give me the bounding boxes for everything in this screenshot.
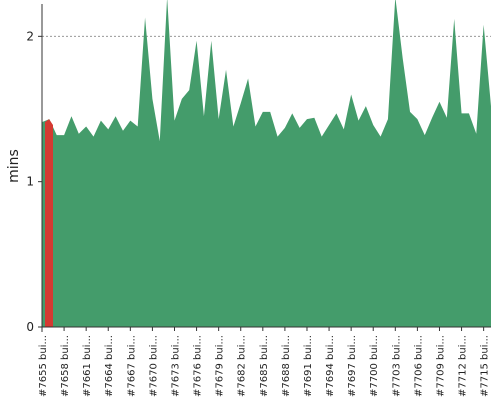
- x-tick-label: #7679 bui...: [215, 335, 226, 397]
- x-tick-label: #7658 bui...: [60, 335, 71, 397]
- x-tick-label: #7667 bui...: [126, 335, 137, 397]
- x-tick-label: #7673 bui...: [171, 335, 182, 397]
- plot-area: [42, 0, 491, 327]
- y-tick-label: 1: [26, 175, 34, 189]
- x-tick-label: #7688 bui...: [281, 335, 292, 397]
- x-tick-label: #7670 bui...: [148, 335, 159, 397]
- y-tick-label: 0: [26, 320, 34, 334]
- x-tick-label: #7709 bui...: [436, 335, 447, 397]
- y-tick-labels: 0 1 2: [26, 29, 42, 334]
- x-tick-label: #7715 bui...: [480, 335, 491, 397]
- x-tick-label: #7685 bui...: [259, 335, 270, 397]
- x-tick-label: #7682 bui...: [237, 335, 248, 397]
- x-tick-label: #7697 bui...: [347, 335, 358, 397]
- x-tick-label: #7676 bui...: [193, 335, 204, 397]
- x-tick-label: #7706 bui...: [413, 335, 424, 397]
- x-tick-label: #7703 bui...: [391, 335, 402, 397]
- x-tick-label: #7712 bui...: [458, 335, 469, 397]
- x-tick-labels: #7655 bui... #7658 bui... #7661 bui... #766…: [38, 327, 491, 397]
- highlighted-build-marker[interactable]: [45, 119, 53, 327]
- x-tick-label: #7661 bui...: [82, 335, 93, 397]
- axes: [41, 4, 491, 332]
- y-axis-label: mins: [6, 149, 22, 183]
- x-tick-label: #7664 bui...: [104, 335, 115, 397]
- duration-area-series: [42, 0, 491, 327]
- x-tick-label: #7700 bui...: [369, 335, 380, 397]
- y-tick-label: 2: [26, 29, 34, 43]
- x-tick-label: #7691 bui...: [303, 335, 314, 397]
- x-tick-label: #7694 bui...: [325, 335, 336, 397]
- x-tick-label: #7655 bui...: [38, 335, 49, 397]
